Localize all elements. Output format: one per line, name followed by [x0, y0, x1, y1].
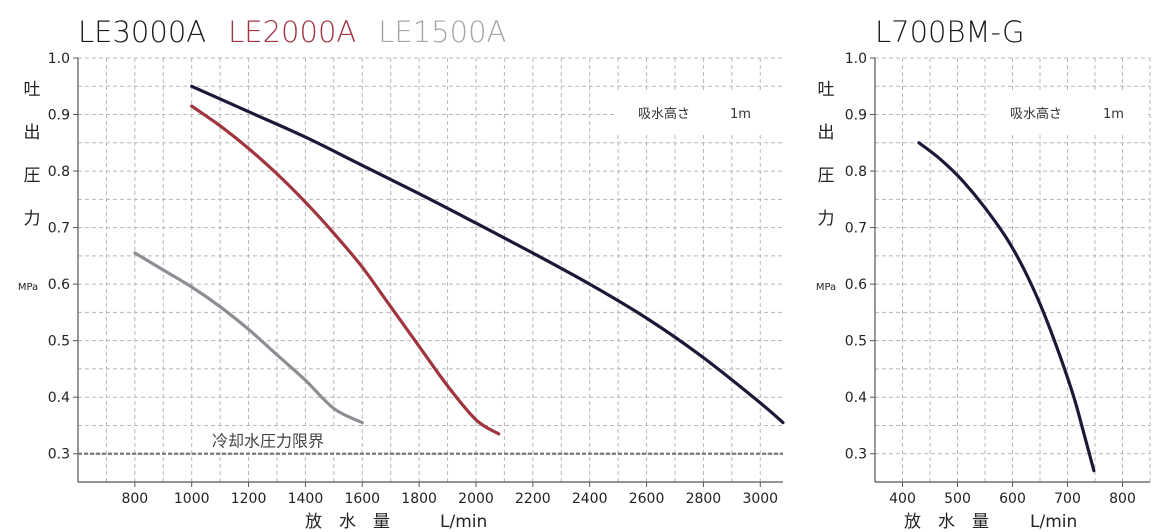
x-axis-label-char: 放 [904, 512, 921, 532]
series-line-le1500a [133, 251, 364, 425]
x-tick-label: 800 [1109, 491, 1136, 507]
series-line-le2000a [190, 104, 501, 436]
x-tick-label: 3000 [742, 491, 778, 507]
x-axis-label-char: 量 [972, 512, 989, 532]
x-tick-label: 1600 [344, 491, 380, 507]
x-tick-label: 800 [121, 491, 148, 507]
y-tick-label: 0.3 [845, 447, 867, 463]
note-box [988, 92, 1148, 132]
x-tick-label: 500 [944, 491, 971, 507]
y-tick-label: 0.6 [845, 277, 867, 293]
y-axis-label-char: 力 [818, 209, 835, 229]
x-tick-label: 2800 [686, 491, 722, 507]
title-le2000a: LE2000A [228, 15, 356, 49]
y-tick-label: 0.3 [48, 447, 70, 463]
note-value: 1m [1103, 107, 1124, 122]
y-axis-label-char: 出 [818, 123, 835, 143]
x-axis-label-char: 水 [339, 512, 356, 532]
x-axis-label-char: 量 [373, 512, 390, 532]
x-tick-label: 2600 [629, 491, 665, 507]
x-tick-label: 1200 [231, 491, 267, 507]
title-le1500a: LE1500A [378, 15, 506, 49]
y-tick-label: 0.5 [48, 334, 70, 350]
series-line-l700bm-g [917, 141, 1096, 473]
x-axis-label-char: 水 [938, 512, 955, 532]
x-tick-label: 1800 [401, 491, 437, 507]
title-le3000a: LE3000A [78, 15, 206, 49]
y-tick-label: 0.8 [845, 164, 867, 180]
y-axis-label-char: 吐 [818, 80, 835, 100]
chart-title: L700BM-G [875, 15, 1025, 49]
chart-title: LE3000A LE2000A LE1500A [78, 15, 506, 49]
y-tick-label: 0.9 [845, 108, 867, 124]
chart-le-series: LE3000A LE2000A LE1500A 0.3 0.4 0.5 0.6 0.7 0.8 0… [18, 15, 785, 532]
y-axis-unit: MPa [816, 282, 836, 293]
title-l700bm-g: L700BM-G [875, 15, 1025, 49]
y-tick-label: 0.9 [48, 108, 70, 124]
x-axis-unit: L/min [1030, 512, 1077, 532]
y-tick-label: 1.0 [845, 51, 867, 67]
x-tick-label: 1000 [174, 491, 210, 507]
x-tick-label: 2200 [515, 491, 551, 507]
note-label: 吸水高さ [1010, 106, 1062, 122]
x-tick-label: 600 [999, 491, 1026, 507]
chart-l700bm-g: L700BM-G 0.3 0.4 0.5 0.6 0.7 0.8 0.9 1.0 400 500 60… [816, 15, 1151, 532]
limit-label-bg [208, 429, 340, 452]
limit-label: 冷却水圧力限界 [212, 432, 324, 451]
y-axis-unit: MPa [18, 282, 38, 293]
x-tick-label: 2000 [458, 491, 494, 507]
note-box [614, 92, 782, 132]
y-tick-label: 0.5 [845, 334, 867, 350]
x-tick-label: 400 [889, 491, 916, 507]
y-tick-label: 0.4 [48, 390, 70, 406]
y-tick-label: 0.6 [48, 277, 70, 293]
note-label: 吸水高さ [638, 106, 690, 122]
y-axis-label-char: 力 [24, 209, 41, 229]
y-tick-label: 0.8 [48, 164, 70, 180]
y-axis-label-char: 吐 [24, 80, 41, 100]
y-tick-label: 1.0 [48, 51, 70, 67]
y-tick-label: 0.7 [845, 221, 867, 237]
y-axis-label-char: 出 [24, 123, 41, 143]
x-tick-label: 700 [1054, 491, 1081, 507]
y-tick-label: 0.4 [845, 390, 867, 406]
x-tick-label: 2400 [572, 491, 608, 507]
x-axis-label-char: 放 [305, 512, 322, 532]
y-tick-label: 0.7 [48, 221, 70, 237]
y-axis-label-char: 圧 [818, 166, 835, 186]
series-line-le3000a [190, 84, 785, 425]
x-axis-unit: L/min [440, 512, 487, 532]
y-axis-label-char: 圧 [24, 166, 41, 186]
note-value: 1m [730, 107, 751, 122]
x-tick-label: 1400 [288, 491, 324, 507]
